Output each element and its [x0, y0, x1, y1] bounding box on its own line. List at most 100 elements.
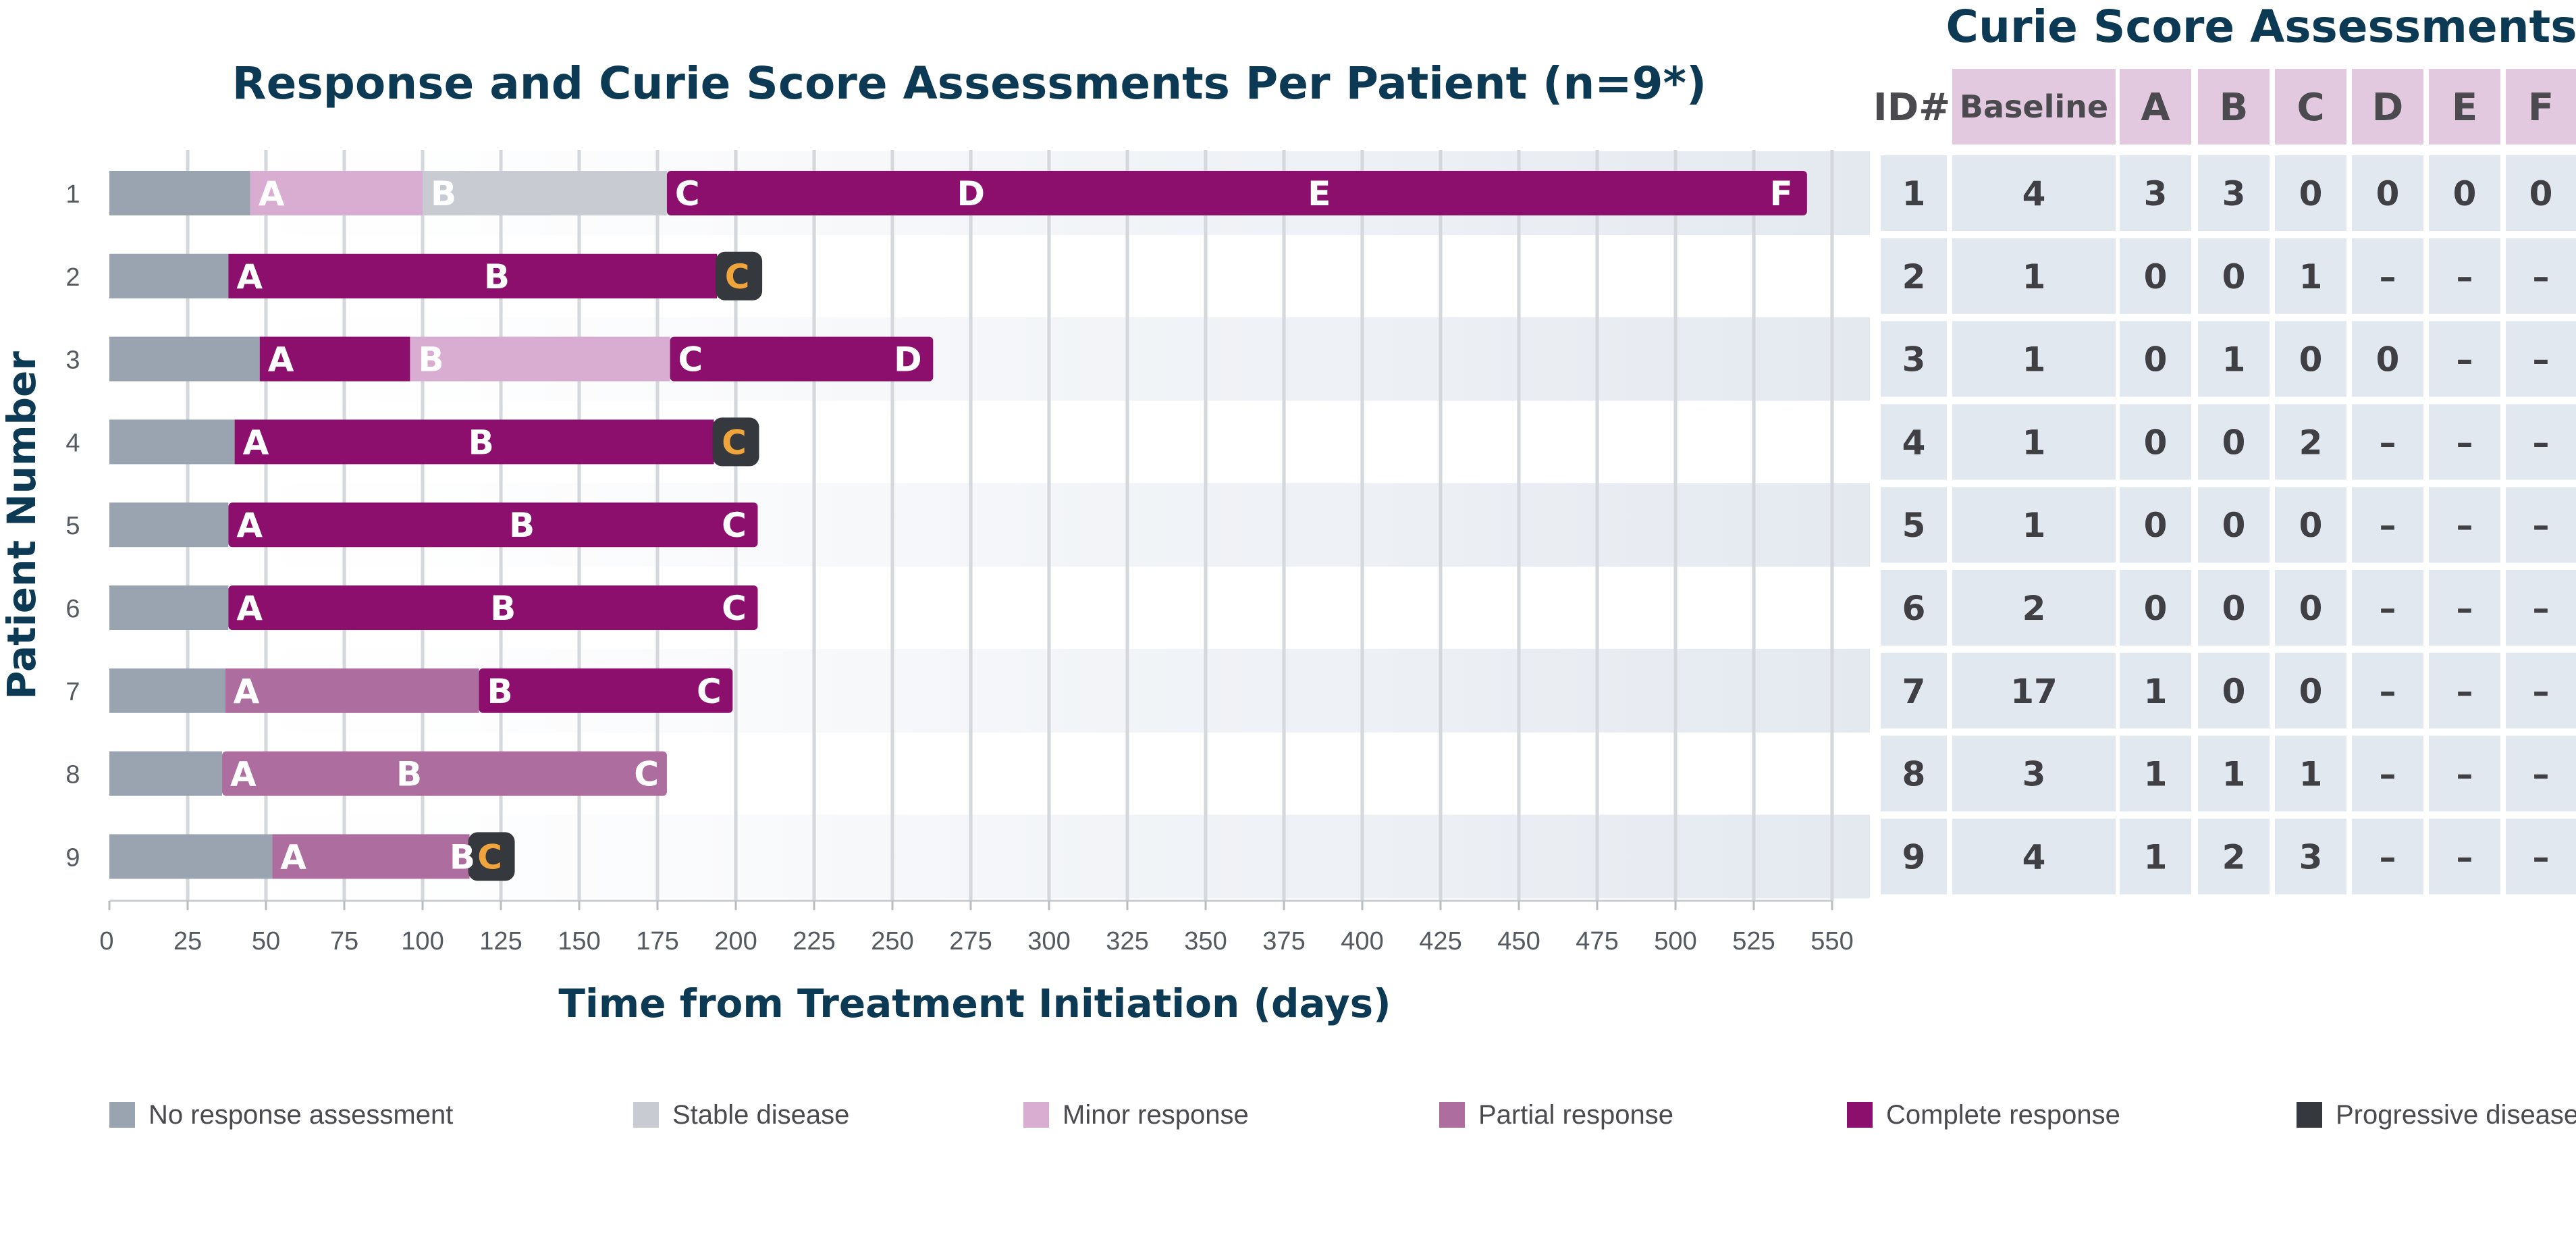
x-tick-label: 125 [479, 927, 522, 956]
y-axis-ticks: 1 2 3 4 5 6 7 8 9 [65, 180, 80, 872]
table-cell-value: 1 [2022, 257, 2046, 296]
bar-segment-minor [250, 171, 423, 215]
bar-segment-complete [228, 253, 718, 298]
x-tick-label: 450 [1497, 927, 1540, 956]
assessment-marker-label: B [431, 174, 456, 213]
table-header-label: ID# [1873, 86, 1950, 130]
x-tick-label: 475 [1576, 927, 1618, 956]
table-cell-value: 0 [2144, 506, 2168, 545]
assessment-marker-label: B [484, 257, 510, 296]
table-cell [2198, 487, 2270, 563]
table-cell [2198, 404, 2270, 480]
bar-segment-none [109, 336, 260, 382]
table-header-label: B [2220, 86, 2249, 130]
table-cell-value: 5 [1902, 506, 1926, 545]
table-cell-value: – [2533, 755, 2550, 794]
legend-swatch [109, 1102, 135, 1128]
table-cell [2275, 238, 2346, 314]
x-axis-label: Time from Treatment Initiation (days) [558, 981, 1391, 1026]
bar-segment-partial [225, 668, 479, 713]
table-cell-value: – [2533, 506, 2550, 545]
assessment-marker-label: E [1308, 174, 1331, 213]
table-cell-value: 0 [2144, 340, 2168, 380]
bar-segment-progressive [468, 832, 515, 881]
table-cell [2506, 404, 2576, 480]
assessment-marker-label: B [487, 672, 513, 711]
bar-segment-none [109, 751, 223, 796]
bar-segment-none [109, 502, 229, 548]
bar-segment-minor [410, 336, 670, 382]
assessment-marker-label: B [396, 755, 422, 794]
assessment-marker-label: C [678, 340, 703, 380]
table-cell-value: 4 [1902, 423, 1926, 462]
table-cell [1952, 238, 2116, 314]
assessment-marker-label: C [725, 257, 750, 296]
assessment-marker-label: C [697, 672, 722, 711]
table-cell-value: 9 [1902, 837, 1926, 877]
bar-segment-none [109, 668, 225, 713]
y-tick-label: 1 [65, 180, 80, 209]
assessment-marker-label: C [722, 423, 747, 462]
table-cell [2429, 238, 2500, 314]
legend-swatch [633, 1102, 659, 1128]
table-header-label: D [2372, 86, 2403, 130]
legend-swatch [1439, 1102, 1465, 1128]
table-cell-value: 8 [1902, 755, 1926, 794]
assessment-marker-label: B [490, 589, 516, 628]
table-cell [2352, 238, 2423, 314]
x-tick-label: 0 [99, 927, 113, 956]
table-cell [2275, 652, 2346, 729]
y-tick-label: 6 [65, 595, 80, 623]
table-cell [2352, 487, 2423, 563]
table-cell [2198, 735, 2270, 812]
bar-segment-complete [670, 336, 934, 382]
bar-segment-complete [666, 171, 1807, 215]
assessment-marker-label: B [418, 340, 444, 380]
table-cell-value: 6 [1902, 589, 1926, 628]
bar-segment-complete [228, 502, 758, 548]
table-cell [2506, 238, 2576, 314]
y-tick-label: 2 [65, 263, 80, 292]
table-cell [2352, 735, 2423, 812]
table-cell [2429, 735, 2500, 812]
assessment-marker-label: C [722, 589, 747, 628]
table-cell [1952, 321, 2116, 397]
x-axis: 0 25 50 75 100 125 150 175 200 225 250 275 300 325 350… [99, 899, 1854, 956]
assessment-marker-label: A [236, 506, 263, 545]
table-header-label: A [2141, 86, 2170, 130]
x-tick-label: 500 [1654, 927, 1696, 956]
table-cell-value: 2 [2022, 589, 2046, 628]
assessment-marker-label: B [509, 506, 535, 545]
table-cell-value: – [2533, 423, 2550, 462]
table-cell-value: 0 [2529, 174, 2553, 213]
table-cell [2275, 735, 2346, 812]
assessment-marker-label: C [722, 506, 747, 545]
table-cell [1881, 404, 1947, 480]
assessment-marker-label: D [957, 174, 986, 213]
table-cell [1952, 735, 2116, 812]
legend-label: Minor response [1063, 1100, 1249, 1130]
table-header-label: F [2528, 86, 2554, 130]
table-cell [1881, 321, 1947, 397]
bar-segment-none [109, 585, 229, 630]
table-cell [1952, 404, 2116, 480]
bar-segment-complete [479, 668, 733, 713]
x-tick-label: 250 [871, 927, 913, 956]
y-tick-label: 4 [65, 429, 80, 457]
table-cell [1881, 155, 1947, 231]
bar-segment-progressive [716, 251, 763, 301]
table-cell [2429, 570, 2500, 646]
table-cell-value: 0 [2376, 340, 2400, 380]
table-cell-value: 1 [2144, 672, 2168, 711]
table-cell-value: 0 [2299, 340, 2323, 380]
x-tick-label: 525 [1732, 927, 1775, 956]
table-cell-value: 2 [2299, 423, 2323, 462]
assessment-marker-label: A [259, 174, 285, 213]
table-cell [2120, 487, 2191, 563]
table-cell [2120, 321, 2191, 397]
y-tick-label: 7 [65, 678, 80, 706]
table-cell [2352, 652, 2423, 729]
table-cell-value: 3 [2299, 837, 2323, 877]
table-header-cell [2120, 69, 2191, 145]
